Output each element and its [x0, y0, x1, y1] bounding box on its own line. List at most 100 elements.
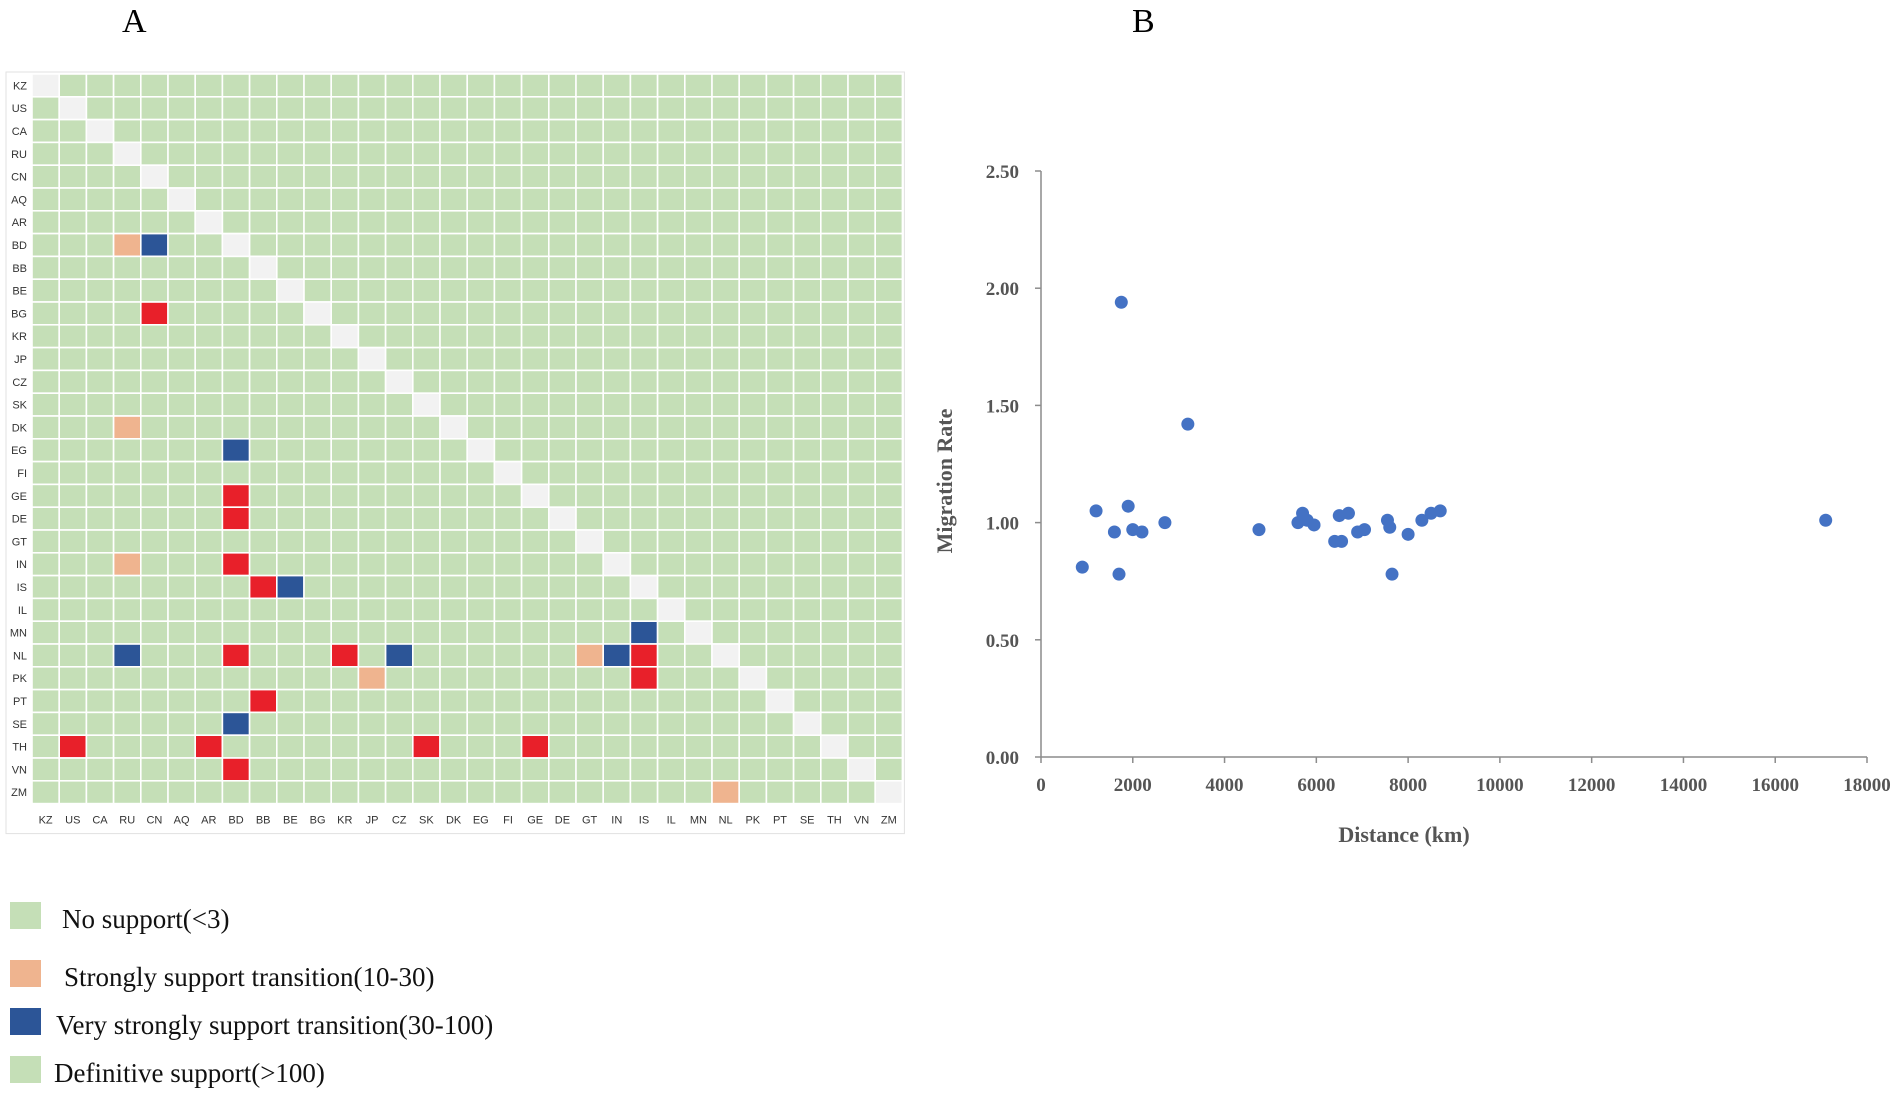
heatmap-row-label-bd: BD: [12, 240, 27, 252]
heatmap-row-label-be: BE: [12, 286, 27, 298]
heatmap-cell-dk-bd: [221, 415, 251, 440]
heatmap-cell-vn-dk: [439, 757, 469, 782]
heatmap-cell-gt-ar: [194, 529, 224, 554]
heatmap-cell-pk-cz: [384, 665, 414, 691]
heatmap-cell-eg-cz: [384, 437, 414, 463]
heatmap-cell-bg-zm: [874, 301, 904, 326]
heatmap-cell-gt-eg: [466, 529, 496, 554]
heatmap-cell-bg-jp: [357, 301, 387, 326]
heatmap-cell-is-kz: [31, 574, 61, 600]
heatmap-row-label-vn: VN: [12, 764, 27, 776]
heatmap-cell-mn-pk: [738, 620, 768, 645]
heatmap-cell-mn-th: [819, 620, 849, 645]
heatmap-cell-pt-sk: [411, 688, 441, 714]
heatmap-cell-aq-kr: [330, 187, 360, 212]
heatmap-cell-bb-gt: [575, 255, 605, 280]
heatmap-cell-zm-gt: [575, 779, 605, 805]
heatmap-cell-cz-nl: [711, 369, 741, 394]
heatmap-cell-ge-in: [602, 483, 632, 508]
heatmap-cell-in-vn: [847, 551, 877, 577]
heatmap-cell-ca-se: [792, 118, 822, 144]
heatmap-row-label-ru: RU: [11, 149, 27, 161]
heatmap-cell-ca-ar: [194, 118, 224, 144]
heatmap-cell-vn-sk: [411, 757, 441, 782]
heatmap-cell-dk-zm: [874, 415, 904, 440]
heatmap-cell-mn-ru: [112, 620, 142, 645]
heatmap-cell-vn-aq: [167, 757, 197, 782]
heatmap-cell-ge-is: [629, 483, 659, 508]
heatmap-cell-gt-bg: [303, 529, 333, 554]
scatter-panel: 0.00 0.50 1.00 1.50 2.00 2.50 0 2000 4000 6000 800…: [932, 162, 1891, 847]
heatmap-cell-gt-aq: [167, 529, 197, 554]
heatmap-cell-fi-pt: [765, 460, 795, 486]
heatmap-cell-bb-cn: [140, 255, 169, 280]
heatmap-cell-us-us: [58, 96, 88, 121]
heatmap-cell-jp-is: [629, 346, 659, 372]
heatmap-cell-mn-nl: [711, 620, 741, 645]
legend-label-3: Definitive support(>100): [54, 1058, 325, 1088]
heatmap-cell-bd-bb: [248, 232, 278, 258]
heatmap-cell-eg-in: [602, 437, 632, 463]
heatmap-cell-bg-de: [547, 301, 577, 326]
heatmap-cell-jp-de: [547, 346, 577, 372]
heatmap-cell-bb-ar: [194, 255, 224, 280]
heatmap-cell-is-se: [792, 574, 822, 600]
heatmap-cell-bd-pt: [765, 232, 795, 258]
heatmap-cell-gt-kz: [31, 529, 61, 554]
heatmap-cell-il-zm: [874, 597, 904, 623]
heatmap-cell-eg-ru: [112, 437, 142, 463]
heatmap-cell-is-aq: [167, 574, 197, 600]
heatmap-cell-fi-sk: [411, 460, 441, 486]
heatmap-cell-sk-be: [275, 392, 305, 417]
heatmap-cell-aq-ru: [112, 187, 142, 212]
heatmap-cell-mn-bb: [248, 620, 278, 645]
heatmap-cell-aq-be: [275, 187, 305, 212]
heatmap-cell-in-ge: [520, 551, 550, 577]
heatmap-cell-be-jp: [357, 278, 387, 303]
heatmap-row-label-ar: AR: [12, 217, 27, 229]
heatmap-cell-dk-pk: [738, 415, 768, 440]
heatmap-cell-in-in: [602, 551, 632, 577]
heatmap-cell-mn-mn: [683, 620, 713, 645]
heatmap-cell-th-de: [547, 734, 577, 759]
heatmap-cell-in-bd: [221, 551, 251, 577]
heatmap-cell-be-aq: [167, 278, 197, 303]
heatmap-cell-pk-de: [547, 665, 577, 691]
heatmap-cell-pt-mn: [683, 688, 713, 714]
heatmap-cell-jp-pt: [765, 346, 795, 372]
heatmap-cell-se-vn: [847, 711, 877, 737]
heatmap-cell-bg-kz: [31, 301, 61, 326]
heatmap-cell-th-nl: [711, 734, 741, 759]
heatmap-cell-aq-il: [656, 187, 686, 212]
heatmap-cell-ru-gt: [575, 141, 605, 166]
heatmap-cell-il-cz: [384, 597, 414, 623]
heatmap-cell-kz-is: [629, 73, 659, 98]
heatmap-cell-mn-kz: [31, 620, 61, 645]
heatmap-row-label-gt: GT: [12, 536, 28, 548]
heatmap-col-label-us: US: [65, 815, 80, 827]
heatmap-row-label-de: DE: [12, 514, 27, 526]
heatmap-cell-th-th: [819, 734, 849, 759]
heatmap-cell-pt-be: [275, 688, 305, 714]
heatmap-cell-kr-is: [629, 323, 659, 349]
heatmap-cell-gt-de: [547, 529, 577, 554]
heatmap-cell-us-ar: [194, 96, 224, 121]
heatmap-cell-bd-ar: [194, 232, 224, 258]
heatmap-cell-be-ru: [112, 278, 142, 303]
heatmap-cell-bb-pt: [765, 255, 795, 280]
heatmap-cell-ar-zm: [874, 210, 904, 235]
heatmap-cell-il-eg: [466, 597, 496, 623]
heatmap-cell-vn-se: [792, 757, 822, 782]
heatmap-cell-eg-dk: [439, 437, 469, 463]
scatter-point-10: [1252, 523, 1266, 537]
heatmap-cell-bb-cz: [384, 255, 414, 280]
heatmap-col-label-eg: EG: [473, 815, 489, 827]
heatmap-cell-is-kr: [330, 574, 360, 600]
heatmap-cell-pk-in: [602, 665, 632, 691]
heatmap-cell-se-ca: [85, 711, 115, 737]
heatmap-cell-vn-th: [819, 757, 849, 782]
x-tick-label: 14000: [1660, 775, 1708, 796]
heatmap-cell-aq-ca: [85, 187, 115, 212]
heatmap-cell-ge-dk: [439, 483, 469, 508]
heatmap-cell-vn-de: [547, 757, 577, 782]
